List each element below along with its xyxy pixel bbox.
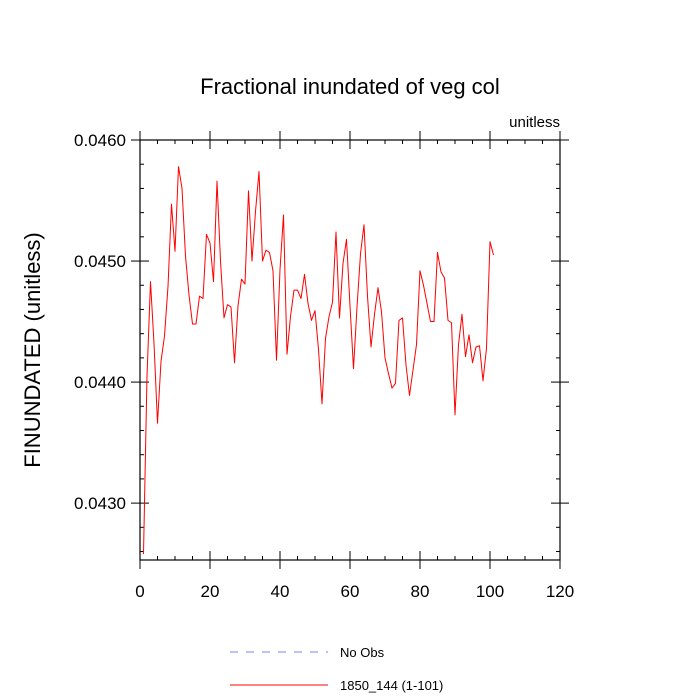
y-tick-label: 0.0440 [74,373,126,392]
x-tick-label: 20 [201,582,220,601]
y-tick-label: 0.0450 [74,252,126,271]
y-axis-ticks: 0.0430 0.0440 0.0450 0.0460 [74,131,569,553]
legend: No Obs 1850_144 (1-101) [230,645,443,693]
x-tick-label: 60 [341,582,360,601]
x-tick-label: 40 [271,582,290,601]
y-tick-label: 0.0430 [74,494,126,513]
legend-label: 1850_144 (1-101) [340,678,443,693]
y-axis-title: FINUNDATED (unitless) [20,232,45,468]
chart-title: Fractional inundated of veg col [200,74,500,99]
x-tick-label: 80 [411,582,430,601]
x-tick-label: 0 [135,582,144,601]
y-tick-label: 0.0460 [74,131,126,150]
series-line [143,166,494,554]
plot-frame [139,139,561,561]
legend-label: No Obs [340,645,385,660]
x-axis-ticks: 0 20 40 60 80 100 120 [135,131,574,601]
x-tick-label: 100 [476,582,504,601]
x-tick-label: 120 [546,582,574,601]
units-label: unitless [509,114,560,131]
series-group [143,166,494,554]
